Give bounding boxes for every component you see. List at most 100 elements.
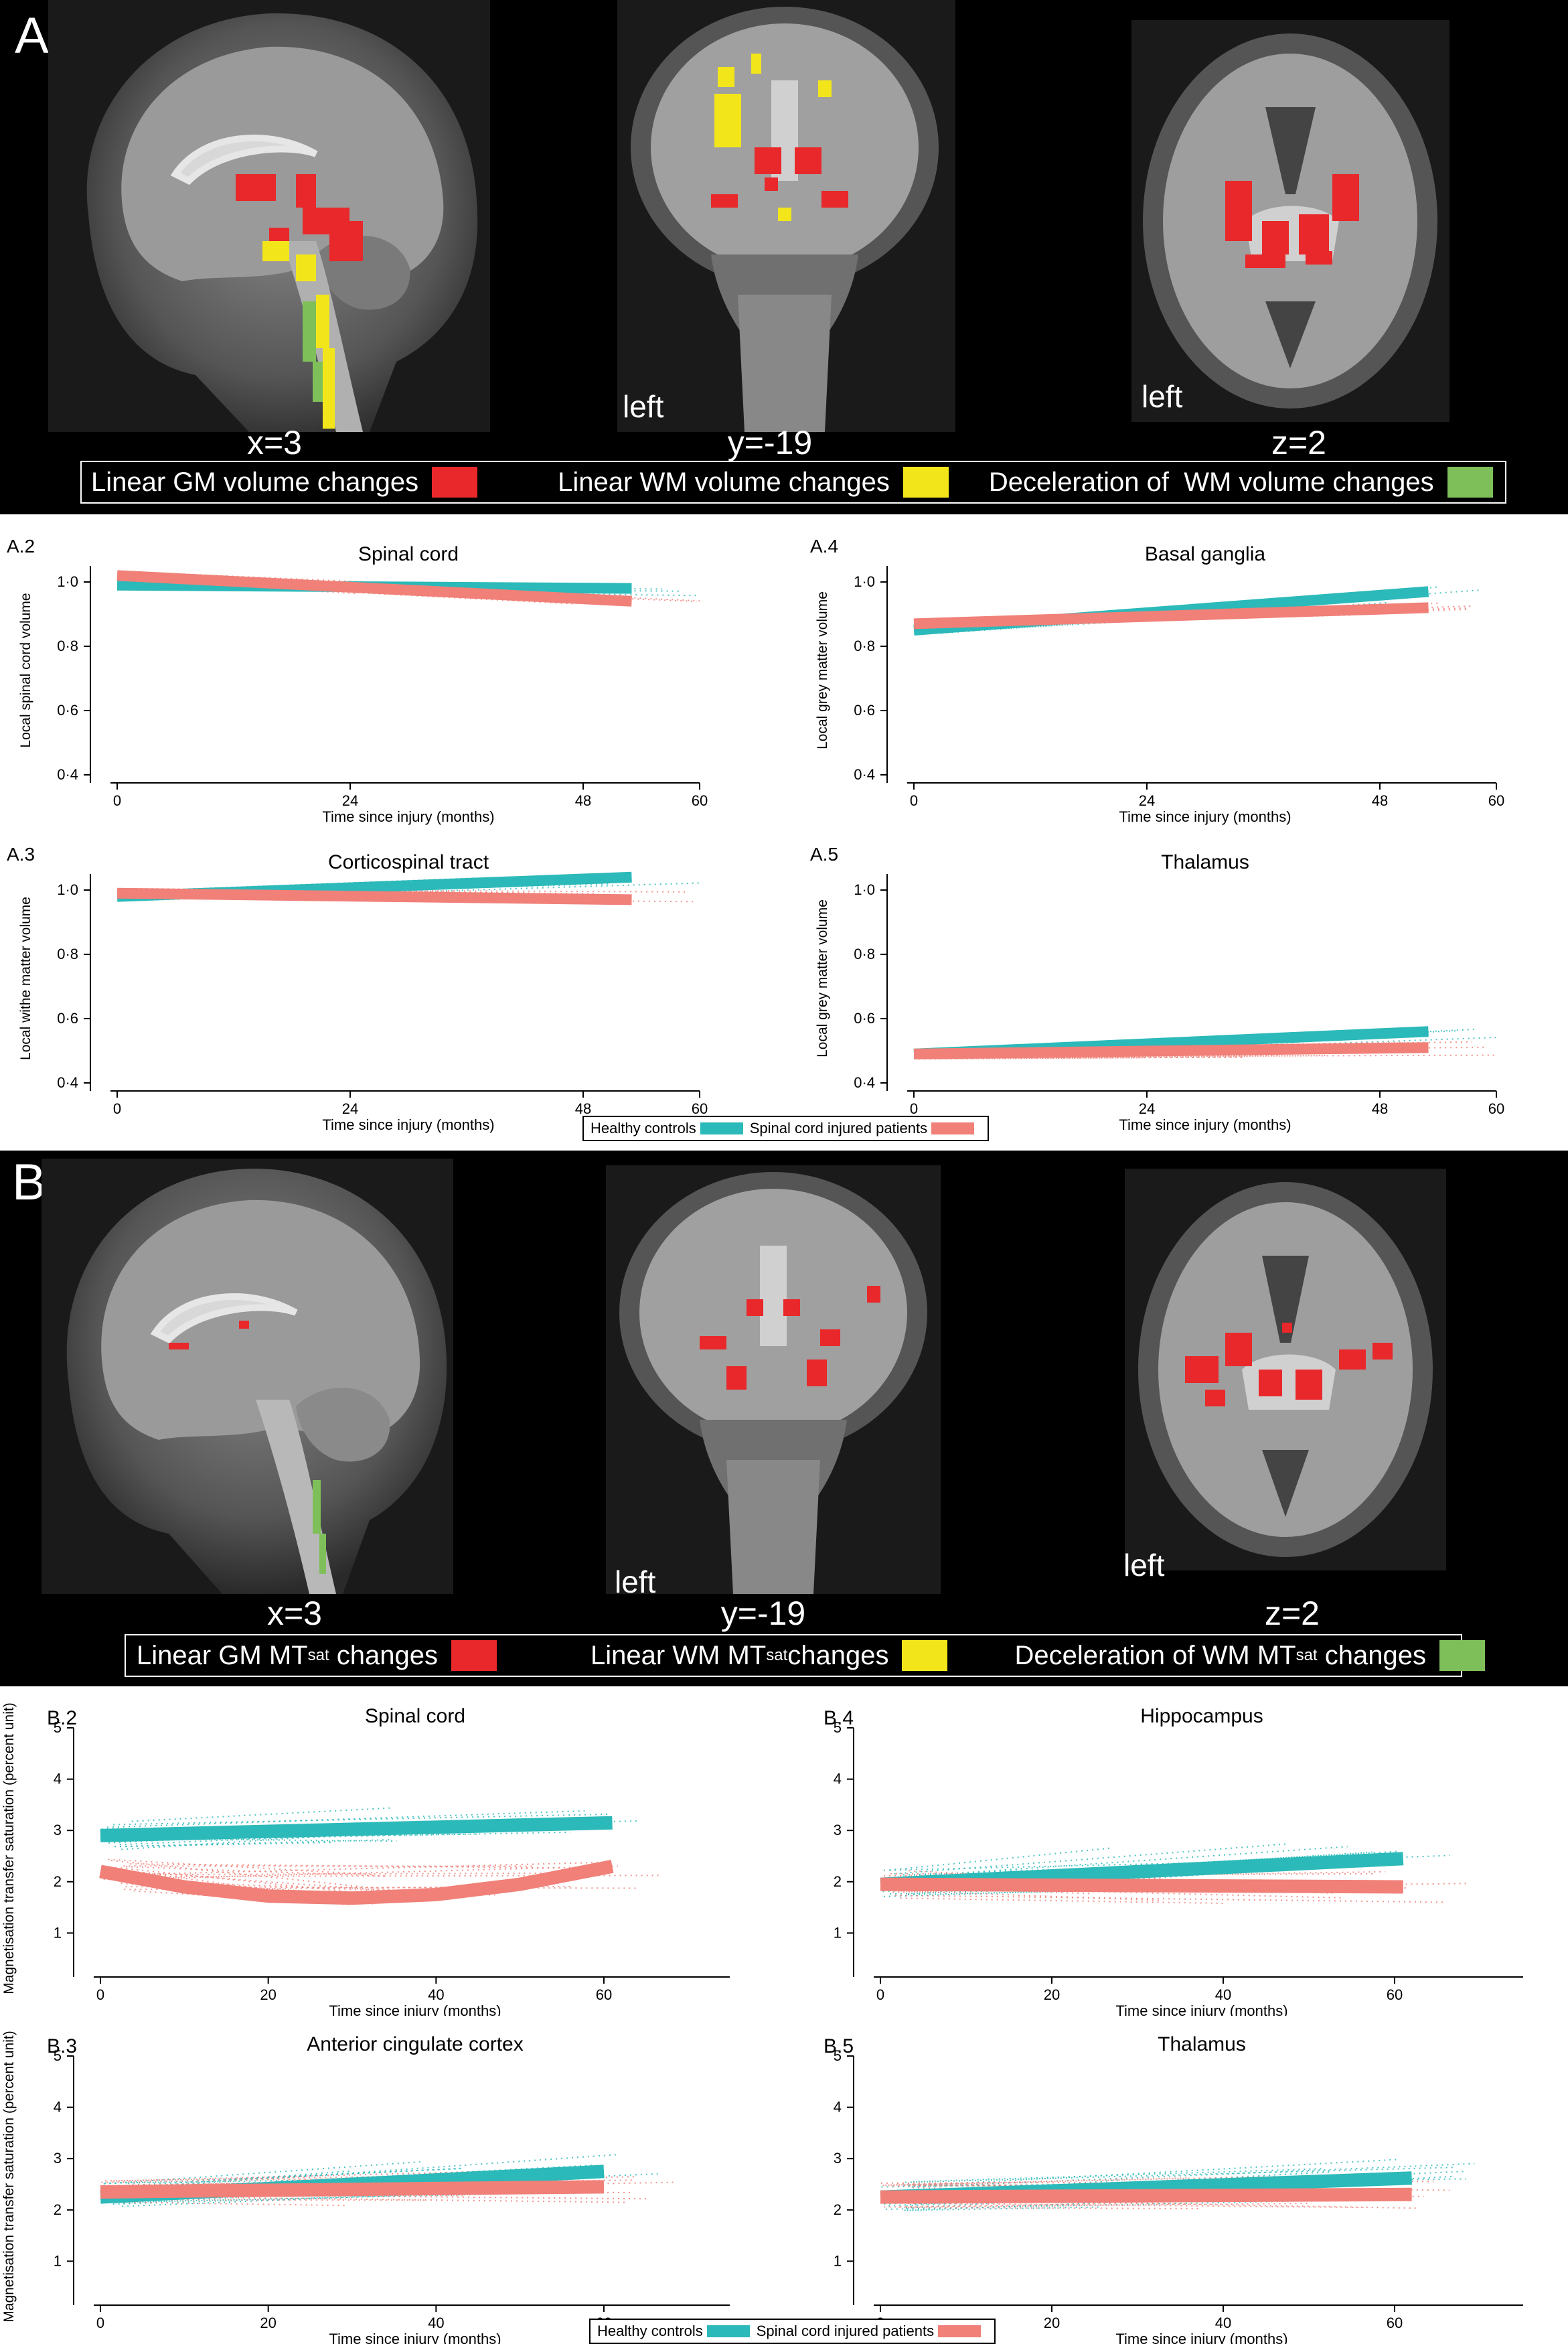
legend-item-wm: Linear WM volume changes	[558, 467, 949, 498]
legend-patients-label: Spinal cord injured patients	[749, 1120, 928, 1136]
y-tick-label: 0·4	[854, 766, 875, 783]
x-axis-label: Time since injury (months)	[329, 2002, 501, 2016]
coronal-slice-a	[617, 0, 955, 432]
subject-trajectory	[125, 1841, 331, 1848]
y-tick-label: 3	[834, 2150, 842, 2167]
y-tick-label: 1	[54, 2252, 62, 2269]
subject-trajectory	[905, 2167, 1456, 2183]
panel-a-legend: Linear GM volume changes Linear WM volum…	[80, 461, 1506, 504]
x-tick-label: 0	[96, 2315, 104, 2331]
x-tick-label: 40	[428, 2315, 444, 2331]
fit-line-sci-patients	[913, 602, 1429, 630]
subject-trajectory	[907, 2207, 1202, 2210]
gm-changes-overlay-coronal	[711, 147, 848, 208]
x-axis-label: Time since injury (months)	[1119, 808, 1291, 825]
x-tick-label: 48	[575, 1100, 591, 1117]
y-tick-label: 0·8	[57, 638, 78, 654]
legend-swatch-wm-b	[902, 1640, 948, 1671]
subject-trajectory	[104, 1865, 430, 1901]
y-tick-label: 5	[54, 2047, 62, 2064]
y-tick-label: 3	[54, 2150, 62, 2167]
fit-line-sci-patients	[880, 2187, 1412, 2204]
sagittal-slice-a	[48, 0, 490, 432]
x-tick-label: 0	[113, 792, 121, 809]
subject-trajectory	[127, 2167, 460, 2187]
x-tick-label: 0	[96, 1986, 104, 2003]
legend-swatch-decel	[1447, 467, 1493, 498]
fit-line-sci-patients	[116, 887, 632, 905]
chart-panel-id: B.5	[824, 2035, 854, 2057]
subject-trajectory	[118, 1838, 397, 1842]
x-tick-label: 24	[1139, 1100, 1155, 1117]
y-axis-label: Local spinal cord volume	[18, 593, 33, 747]
y-tick-label: 1	[54, 1924, 62, 1941]
slice-label-y-b: y=-19	[720, 1595, 806, 1632]
x-tick-label: 60	[692, 1100, 708, 1117]
chart-panel-id: A.5	[810, 844, 838, 865]
legend-swatch-wm	[903, 467, 949, 498]
chart-title: Basal ganglia	[1145, 543, 1265, 565]
y-tick-label: 2	[834, 2201, 842, 2218]
y-tick-label: 3	[54, 1822, 62, 1838]
x-tick-label: 60	[596, 1986, 612, 2003]
gm-changes-overlay-coronal-b	[700, 1286, 880, 1390]
subject-trajectory	[889, 1847, 1113, 1871]
legend-swatch-decel-b	[1439, 1640, 1485, 1671]
y-tick-label: 4	[834, 1771, 842, 1787]
y-tick-label: 0·6	[57, 1010, 78, 1027]
subject-trajectory	[896, 2183, 1450, 2191]
y-tick-label: 3	[834, 1822, 842, 1838]
subject-trajectory	[881, 2181, 1434, 2184]
y-tick-label: 0·4	[854, 1074, 875, 1091]
subject-trajectory	[913, 2168, 1325, 2183]
chart-title: Spinal cord	[358, 543, 459, 565]
x-tick-label: 24	[1139, 792, 1155, 809]
subject-trajectory	[126, 1866, 386, 1877]
y-tick-label: 0·6	[57, 702, 78, 719]
x-tick-label: 48	[1372, 1100, 1388, 1117]
subject-trajectory	[100, 1877, 315, 1893]
chart-title: Anterior cingulate cortex	[307, 2033, 524, 2055]
x-axis-label: Time since injury (months)	[322, 808, 494, 825]
y-tick-label: 0·4	[57, 1074, 78, 1091]
y-axis-label: Local grey matter volume	[815, 899, 830, 1057]
legend-item-decel: Deceleration of WM volume changes	[989, 467, 1493, 498]
panel-b-legend: Linear GM MT sat changes Linear WM MT sat c…	[125, 1634, 1485, 1677]
chart-panel-id: A.4	[810, 536, 838, 557]
chart-b4-hippocampus: B.4 Hippocampus 0 20 40 60 1 2 3 4 5 Time since inj…	[824, 1705, 1523, 2016]
y-tick-label: 0·8	[854, 946, 875, 962]
legend-controls-label: Healthy controls	[591, 1120, 696, 1136]
x-tick-label: 48	[1372, 792, 1388, 809]
subject-trajectory	[113, 1813, 609, 1826]
y-tick-label: 1·0	[854, 881, 875, 898]
slice-label-x-b: x=3	[266, 1595, 322, 1632]
left-orientation-label-axial-b: left	[1123, 1548, 1165, 1583]
legend-controls-label-b: Healthy controls	[597, 2323, 703, 2339]
subject-trajectory	[114, 1839, 392, 1848]
legend-item-gm-b: Linear GM MT sat changes	[137, 1640, 497, 1671]
wm-deceleration-overlay	[303, 301, 323, 402]
subject-trajectory	[900, 1886, 1342, 1899]
y-tick-label: 1	[834, 1924, 842, 1941]
x-axis-label: Time since injury (months)	[329, 2331, 501, 2344]
left-orientation-label-axial: left	[1142, 379, 1183, 414]
chart-panel-id: A.3	[7, 844, 35, 865]
subject-trajectory	[110, 1875, 659, 1878]
wm-changes-overlay	[262, 241, 335, 429]
x-tick-label: 40	[1215, 1986, 1231, 2003]
y-tick-label: 1·0	[57, 573, 78, 590]
chart-panel-id: B.3	[47, 2035, 77, 2057]
y-tick-label: 5	[54, 1719, 62, 1736]
chart-a2-spinal-cord: A.2 Spinal cord 0 24 48 60 0·4 0·6 0·8 1·0 Time si…	[7, 536, 708, 825]
x-tick-label: 60	[1387, 2315, 1403, 2331]
chart-legend-b: Healthy controls Spinal cord injured pat…	[589, 2319, 996, 2344]
chart-a3-corticospinal-tract: A.3 Corticospinal tract 0 24 48 60 0·4 0·6 0·8 1·…	[7, 844, 708, 1133]
subject-trajectory	[904, 2206, 1102, 2211]
y-tick-label: 0·8	[57, 946, 78, 962]
slice-label-z: z=2	[1271, 424, 1326, 461]
axial-slice-a	[1131, 20, 1449, 422]
subject-trajectory	[895, 1895, 1443, 1903]
subject-trajectory	[123, 2201, 346, 2207]
subject-trajectory	[131, 1807, 394, 1822]
y-tick-label: 0·6	[854, 1010, 875, 1027]
